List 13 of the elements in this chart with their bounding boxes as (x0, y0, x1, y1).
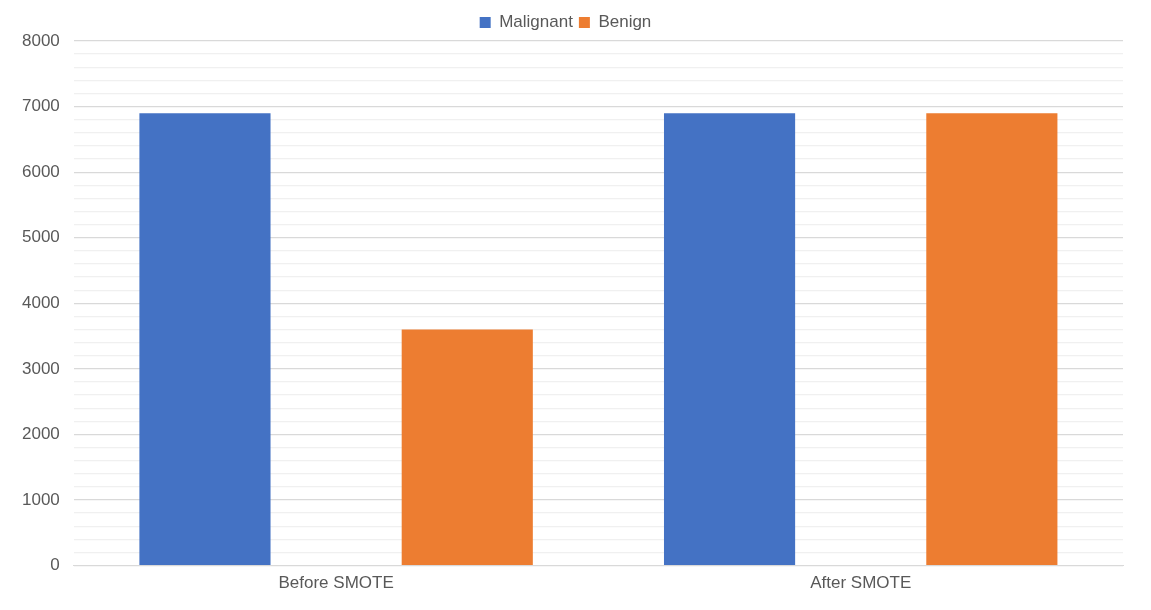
y-tick-label: 0 (50, 555, 60, 575)
y-tick-label: 1000 (21, 489, 60, 509)
y-tick-label: 2000 (21, 424, 60, 444)
y-tick-label: 4000 (21, 292, 60, 312)
x-tick-label: After SMOTE (810, 573, 912, 593)
legend-label: Malignant (499, 12, 574, 32)
y-tick-label: 5000 (21, 227, 60, 247)
y-tick-label: 8000 (21, 30, 60, 50)
y-tick-label: 3000 (21, 358, 60, 378)
x-tick-label: Before SMOTE (278, 573, 394, 593)
y-tick-label: 7000 (21, 96, 60, 116)
legend-label: Benign (598, 12, 652, 32)
y-tick-label: 6000 (21, 161, 60, 181)
